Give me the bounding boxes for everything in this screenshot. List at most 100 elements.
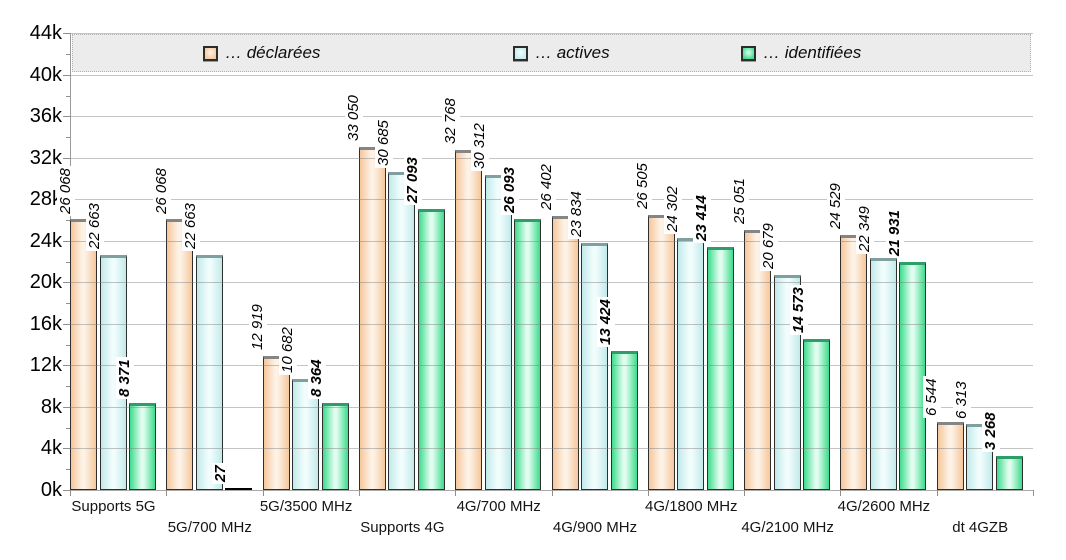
x-tick bbox=[262, 490, 264, 496]
value-label-identifi-es-4g-900-mhz: 13 424 bbox=[597, 296, 615, 347]
y-tick-label: 4k bbox=[40, 437, 62, 460]
bar-identifi-es-4g-1800-mhz bbox=[706, 247, 734, 490]
bar-d-clar-es-4g-2100-mhz bbox=[744, 230, 772, 490]
value-label-identifi-es-supports-5g: 8 371 bbox=[115, 357, 134, 400]
x-category-label-supports-4g: Supports 4G bbox=[360, 519, 445, 536]
bar-identifi-es-4g-2100-mhz bbox=[803, 338, 831, 490]
bar-actives-4g-700-mhz bbox=[484, 175, 512, 490]
value-label-actives-4g-2100-mhz: 20 679 bbox=[760, 221, 779, 272]
bar-actives-4g-1800-mhz bbox=[677, 237, 705, 490]
legend-swatch-d-clar-es-icon bbox=[203, 45, 218, 61]
value-label-d-clar-es-4g-900-mhz: 26 402 bbox=[538, 162, 556, 213]
gridline bbox=[70, 282, 1033, 284]
bar-d-clar-es-supports-5g bbox=[70, 219, 97, 490]
value-label-identifi-es-5g-700-mhz: 27 bbox=[211, 463, 230, 484]
value-label-actives-4g-1800-mhz: 24 302 bbox=[663, 183, 682, 234]
bar-d-clar-es-dt-4gzb bbox=[936, 422, 964, 490]
bar-d-clar-es-supports-4g bbox=[358, 147, 386, 490]
gridline bbox=[70, 74, 1033, 76]
gridline bbox=[70, 365, 1033, 367]
x-tick bbox=[551, 490, 553, 496]
y-major-tick bbox=[63, 74, 70, 76]
gridline bbox=[70, 33, 1033, 35]
value-label-identifi-es-4g-1800-mhz: 23 414 bbox=[693, 193, 712, 244]
legend-swatch-actives-icon bbox=[513, 45, 528, 61]
x-tick bbox=[455, 490, 457, 496]
bar-identifi-es-supports-5g bbox=[129, 403, 156, 490]
y-major-tick bbox=[63, 157, 70, 159]
x-category-label-5g-3500-mhz: 5G/3500 MHz bbox=[259, 498, 353, 515]
y-major-tick bbox=[63, 365, 70, 367]
value-label-identifi-es-4g-700-mhz: 26 093 bbox=[500, 165, 519, 216]
value-label-d-clar-es-4g-2100-mhz: 25 051 bbox=[730, 176, 749, 227]
x-category-label-4g-900-mhz: 4G/900 MHz bbox=[552, 519, 638, 536]
bar-d-clar-es-4g-700-mhz bbox=[455, 149, 483, 490]
y-minor-tick bbox=[66, 303, 70, 305]
y-major-tick bbox=[63, 323, 70, 325]
legend-item-identifi-es: … identifiées bbox=[741, 35, 861, 71]
y-tick-label: 28k bbox=[29, 188, 62, 211]
bar-actives-5g-700-mhz bbox=[195, 254, 223, 490]
bar-d-clar-es-4g-2600-mhz bbox=[840, 235, 868, 490]
gridline bbox=[70, 157, 1033, 159]
y-tick-label: 12k bbox=[29, 354, 62, 377]
bar-identifi-es-4g-700-mhz bbox=[514, 219, 542, 490]
x-category-label-dt-4gzb: dt 4GZB bbox=[952, 519, 1009, 536]
value-label-identifi-es-4g-2600-mhz: 21 931 bbox=[885, 208, 904, 259]
y-minor-tick bbox=[66, 220, 70, 222]
y-minor-tick bbox=[66, 344, 70, 346]
y-tick-label: 8k bbox=[40, 395, 62, 418]
x-category-label-5g-700-mhz: 5G/700 MHz bbox=[167, 519, 252, 536]
bar-d-clar-es-4g-900-mhz bbox=[551, 216, 579, 490]
y-minor-tick bbox=[66, 469, 70, 471]
value-label-actives-4g-2600-mhz: 22 349 bbox=[856, 204, 875, 255]
y-tick-label: 32k bbox=[29, 146, 62, 169]
bar-actives-4g-900-mhz bbox=[581, 242, 608, 490]
gridline bbox=[70, 448, 1033, 450]
y-tick-label: 24k bbox=[29, 229, 62, 252]
value-label-actives-supports-4g: 30 685 bbox=[374, 117, 393, 168]
value-label-d-clar-es-5g-700-mhz: 26 068 bbox=[152, 165, 171, 216]
bar-identifi-es-4g-900-mhz bbox=[610, 350, 638, 490]
y-minor-tick bbox=[66, 386, 70, 388]
y-tick-label: 0k bbox=[40, 479, 62, 501]
gridline bbox=[70, 116, 1033, 118]
y-tick-label: 36k bbox=[29, 105, 62, 128]
x-tick bbox=[166, 490, 168, 496]
value-label-actives-4g-700-mhz: 30 312 bbox=[471, 121, 490, 172]
x-category-label-4g-700-mhz: 4G/700 MHz bbox=[456, 498, 541, 515]
y-minor-tick bbox=[66, 261, 70, 263]
bar-identifi-es-4g-2600-mhz bbox=[899, 262, 927, 490]
y-minor-tick bbox=[66, 427, 70, 429]
x-tick bbox=[840, 490, 842, 496]
gridline bbox=[70, 323, 1033, 325]
y-major-tick bbox=[63, 116, 70, 118]
x-category-label-supports-5g: Supports 5G bbox=[71, 498, 156, 515]
value-label-actives-dt-4gzb: 6 313 bbox=[952, 378, 971, 421]
x-category-label-4g-1800-mhz: 4G/1800 MHz bbox=[645, 498, 738, 515]
y-major-tick bbox=[63, 240, 70, 242]
gridline bbox=[70, 240, 1033, 242]
value-label-d-clar-es-supports-5g: 26 068 bbox=[56, 165, 75, 216]
gridline bbox=[70, 406, 1033, 408]
value-label-d-clar-es-4g-700-mhz: 32 768 bbox=[441, 96, 460, 146]
value-label-identifi-es-5g-3500-mhz: 8 364 bbox=[308, 357, 327, 400]
bar-actives-supports-4g bbox=[388, 171, 416, 490]
bar-identifi-es-dt-4gzb bbox=[995, 456, 1023, 490]
x-tick bbox=[358, 490, 360, 496]
x-tick bbox=[744, 490, 746, 496]
value-label-identifi-es-supports-4g: 27 093 bbox=[404, 154, 423, 205]
bar-identifi-es-supports-4g bbox=[417, 208, 445, 490]
y-major-tick bbox=[63, 406, 70, 408]
value-label-actives-5g-700-mhz: 22 663 bbox=[182, 200, 201, 251]
y-major-tick bbox=[63, 448, 70, 450]
value-label-d-clar-es-dt-4gzb: 6 544 bbox=[923, 376, 942, 419]
y-tick-label: 44k bbox=[29, 22, 62, 45]
bar-d-clar-es-4g-1800-mhz bbox=[647, 214, 675, 490]
y-minor-tick bbox=[66, 54, 70, 56]
y-minor-tick bbox=[66, 137, 70, 139]
chart-legend: … déclarées … actives … identifiées bbox=[72, 34, 1031, 72]
value-label-actives-5g-3500-mhz: 10 682 bbox=[278, 325, 297, 376]
bar-d-clar-es-5g-700-mhz bbox=[166, 219, 194, 490]
